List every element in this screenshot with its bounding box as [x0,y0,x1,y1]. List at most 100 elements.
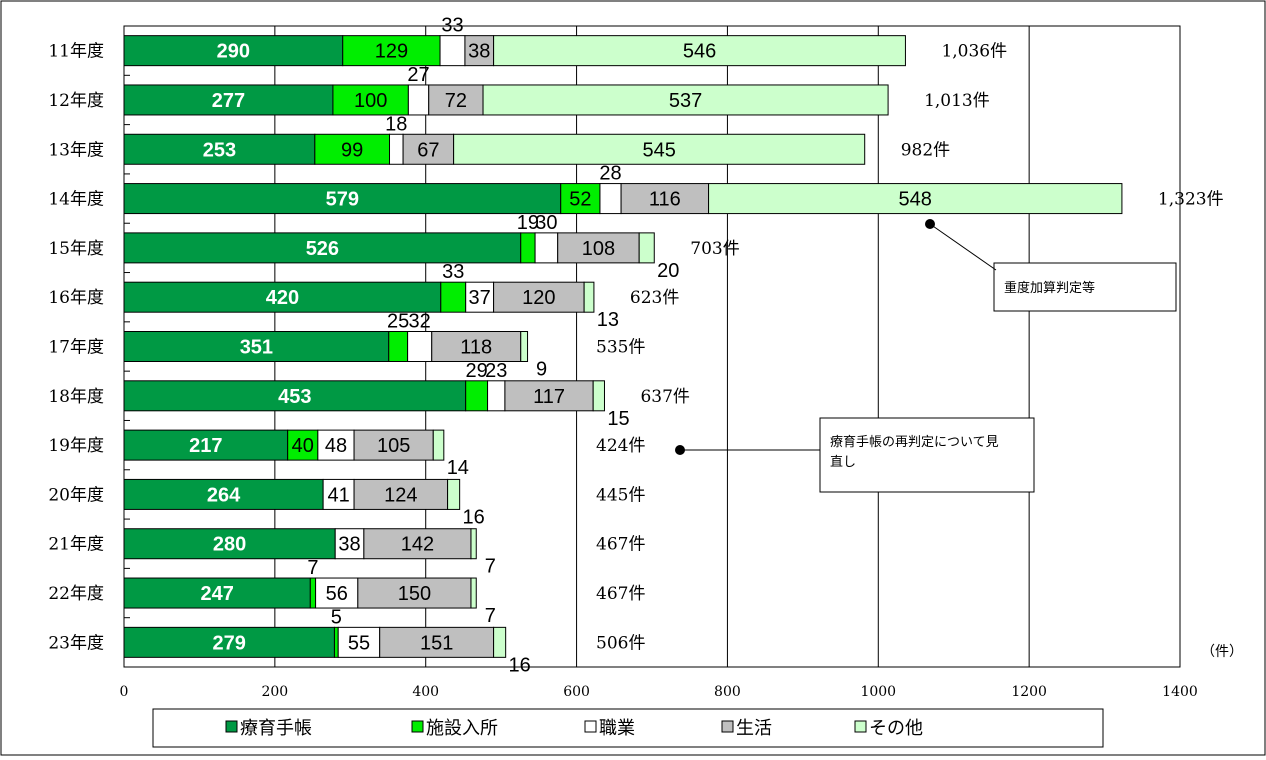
total-label: 1,013件 [924,91,990,111]
segment-value-label: 129 [375,41,408,63]
segment-value-label: 33 [442,261,464,283]
category-label: 11年度 [48,42,104,62]
segment-value-label: 579 [326,189,359,211]
segment-value-label: 48 [325,435,347,457]
bar-segment [123,478,324,510]
legend-label: 施設入所 [426,718,498,739]
segment-value-label: 453 [278,386,311,408]
bar-segment [353,478,449,510]
legend-swatch [721,720,734,733]
segment-value-label: 56 [326,583,348,605]
bar-segment [315,577,359,609]
bar-segment [123,183,562,215]
category-label: 20年度 [48,485,104,505]
total-label: 982件 [901,140,950,160]
bar-segment [388,331,409,362]
bar-segment [337,626,381,658]
segment-value-label: 142 [401,534,434,556]
segment-value-label: 55 [348,632,370,654]
total-labels: 1,036件 1,013件 982件 1,323件 703件 623件 535件 637件 42… [596,42,1224,654]
unit-label: （件） [1201,644,1243,660]
segment-value-label: 18 [385,113,407,135]
bar-segment [520,232,536,264]
bar-segment [520,331,529,362]
bar-segment [428,84,484,116]
segment-value-label: 41 [327,484,349,506]
bar-segment [440,281,467,313]
category-label: 22年度 [48,584,104,604]
segment-value-label: 52 [569,189,591,211]
segment-value-label: 23 [485,360,507,382]
segment-value-label: 247 [200,583,233,605]
segment-value-label: 545 [642,139,675,161]
bar-segment [583,281,595,313]
legend-swatch [854,720,867,733]
bar-segment [123,380,467,412]
x-tick-label: 600 [563,684,590,700]
segment-value-label: 19 [517,212,539,234]
bar-segment [407,84,430,116]
bar-segment [431,331,522,362]
segment-value-label: 72 [445,90,467,112]
bar-segment [470,577,477,609]
bar-segment [560,183,601,215]
bar-segment [317,429,355,461]
total-label: 467件 [596,584,645,604]
segment-value-label: 33 [441,15,463,37]
annotation-text: 療育手帳の再判定について見直し [830,434,999,470]
legend-label: 療育手帳 [240,718,312,739]
segment-value-label: 548 [899,189,932,211]
x-tick-label: 1400 [1162,684,1198,700]
x-tick-label: 1200 [1011,684,1047,700]
bar-segment [638,232,655,264]
bar-segment [493,35,906,67]
segment-value-label: 13 [597,309,619,331]
category-labels: 11年度 12年度 13年度 14年度 15年度 16年度 17年度 18年度 19年度 20年度… [48,42,104,654]
bar-segment [402,133,455,165]
bar-segment [123,35,344,67]
segment-value-label: 420 [266,287,299,309]
segment-value-label: 264 [207,484,241,506]
bar-segment [432,429,445,461]
bar-segment [314,133,391,165]
x-tick-label: 200 [261,684,288,700]
legend-swatch [225,720,238,733]
x-tick-label: 1000 [860,684,896,700]
bar-segment [332,84,409,116]
x-tick-label: 400 [412,684,439,700]
bar-segment [333,626,339,658]
bar-segment [439,35,466,67]
segment-value-label: 29 [466,360,488,382]
bar-segment [123,429,289,461]
category-label: 14年度 [48,190,104,210]
total-label: 1,036件 [941,42,1007,62]
category-label: 19年度 [48,436,104,456]
x-tick-labels: 0 200 400 600 800 1000 1200 1400 [120,684,1198,700]
segment-value-label: 38 [338,534,360,556]
segment-value-label: 5 [331,606,342,628]
category-label: 16年度 [48,288,104,308]
bar-segment [123,84,334,116]
bar-segment [465,380,489,412]
category-label: 21年度 [48,535,104,555]
bar-segment [482,84,889,116]
bar-segment [447,478,461,510]
segment-value-label: 546 [683,41,716,63]
segment-value-label: 120 [522,287,555,309]
legend-swatch [411,720,424,733]
segment-value-label: 16 [509,654,531,676]
segment-value-label: 27 [407,64,429,86]
bar-segment [287,429,319,461]
segment-value-label: 7 [307,557,318,579]
segment-value-label: 105 [377,435,410,457]
bar-segment [470,528,477,560]
segment-value-label: 537 [669,90,702,112]
bar-segment [123,133,316,165]
segment-value-label: 151 [420,632,453,654]
segment-value-label: 99 [341,139,363,161]
segment-value-label: 253 [203,139,236,161]
annotation-text: 重度加算判定等 [1004,280,1095,296]
